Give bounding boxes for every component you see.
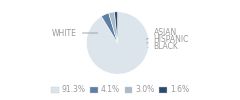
Text: BLACK: BLACK	[148, 42, 178, 51]
Wedge shape	[86, 12, 149, 74]
Text: WHITE: WHITE	[52, 28, 98, 38]
Legend: 91.3%, 4.1%, 3.0%, 1.6%: 91.3%, 4.1%, 3.0%, 1.6%	[48, 82, 192, 98]
Text: HISPANIC: HISPANIC	[147, 35, 189, 44]
Wedge shape	[109, 12, 118, 43]
Wedge shape	[114, 12, 118, 43]
Text: ASIAN: ASIAN	[146, 28, 177, 39]
Wedge shape	[101, 13, 118, 43]
